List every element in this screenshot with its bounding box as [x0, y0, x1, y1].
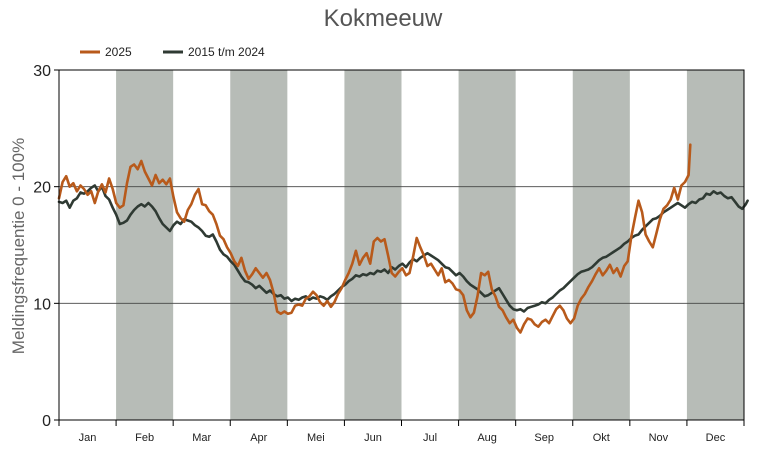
x-tick-label-mei: Mei	[307, 432, 325, 444]
x-tick-label-jul: Jul	[423, 432, 437, 444]
legend: 2025 2015 t/m 2024	[80, 45, 265, 59]
gridlines	[59, 186, 744, 304]
series-line-2015-t-m-2024	[57, 184, 749, 313]
x-tick-label-mar: Mar	[192, 432, 211, 444]
x-tick-label-nov: Nov	[649, 432, 669, 444]
month-band-dec	[686, 70, 744, 420]
x-tick-label-sep: Sep	[534, 432, 554, 444]
y-tick-label-10: 10	[33, 296, 51, 313]
x-tick-label-okt: Okt	[593, 432, 610, 444]
x-axis-ticks: Jan Feb Mar Apr Mei Jun Jul Aug Sep Okt Nov Dec	[58, 420, 745, 444]
x-tick-label-feb: Feb	[135, 432, 154, 444]
series-line-2025	[57, 143, 692, 334]
y-axis-ticks: 0 10 20 30	[33, 63, 59, 430]
x-tick-label-jan: Jan	[79, 432, 97, 444]
y-tick-label-20: 20	[33, 180, 51, 197]
month-band-aug	[458, 70, 516, 420]
legend-label-2025: 2025	[105, 45, 132, 59]
month-shading	[116, 70, 744, 420]
x-tick-label-apr: Apr	[250, 432, 267, 444]
y-tick-label-0: 0	[42, 413, 51, 430]
x-tick-label-aug: Aug	[477, 432, 497, 444]
month-band-feb	[116, 70, 174, 420]
x-tick-label-dec: Dec	[706, 432, 726, 444]
chart-title: Kokmeeuw	[324, 5, 443, 32]
x-tick-label-jun: Jun	[364, 432, 382, 444]
y-axis-label: Meldingsfrequentie 0 - 100%	[9, 138, 28, 354]
y-tick-label-30: 30	[33, 63, 51, 80]
month-band-apr	[230, 70, 288, 420]
legend-label-2015-2024: 2015 t/m 2024	[188, 45, 265, 59]
series-lines	[57, 143, 749, 334]
month-band-okt	[572, 70, 630, 420]
